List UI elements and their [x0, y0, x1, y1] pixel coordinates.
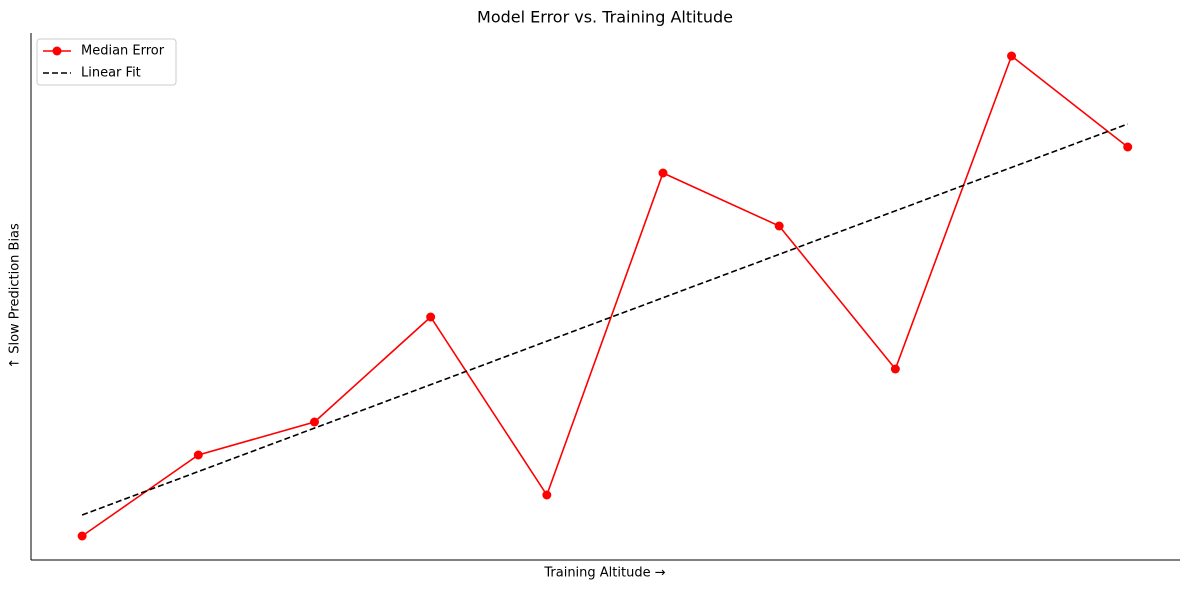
data-point [890, 364, 900, 374]
series-line [81, 54, 1129, 537]
legend-label: Linear Fit [81, 66, 141, 81]
data-point [658, 168, 668, 178]
data-point [426, 312, 436, 322]
legend-label: Median Error [81, 44, 165, 59]
series-line [81, 123, 1129, 516]
data-point [542, 490, 552, 500]
y-axis-label: ↑ Slow Prediction Bias [8, 223, 23, 369]
data-point [1007, 51, 1017, 61]
data-point [309, 417, 319, 427]
chart-title: Model Error vs. Training Altitude [477, 8, 733, 27]
x-axis-label: Training Altitude → [543, 566, 665, 581]
data-point [1123, 142, 1133, 152]
legend-marker [52, 46, 62, 56]
legend-box [36, 38, 177, 86]
data-point [774, 221, 784, 231]
data-point [77, 531, 87, 541]
data-point [193, 450, 203, 460]
